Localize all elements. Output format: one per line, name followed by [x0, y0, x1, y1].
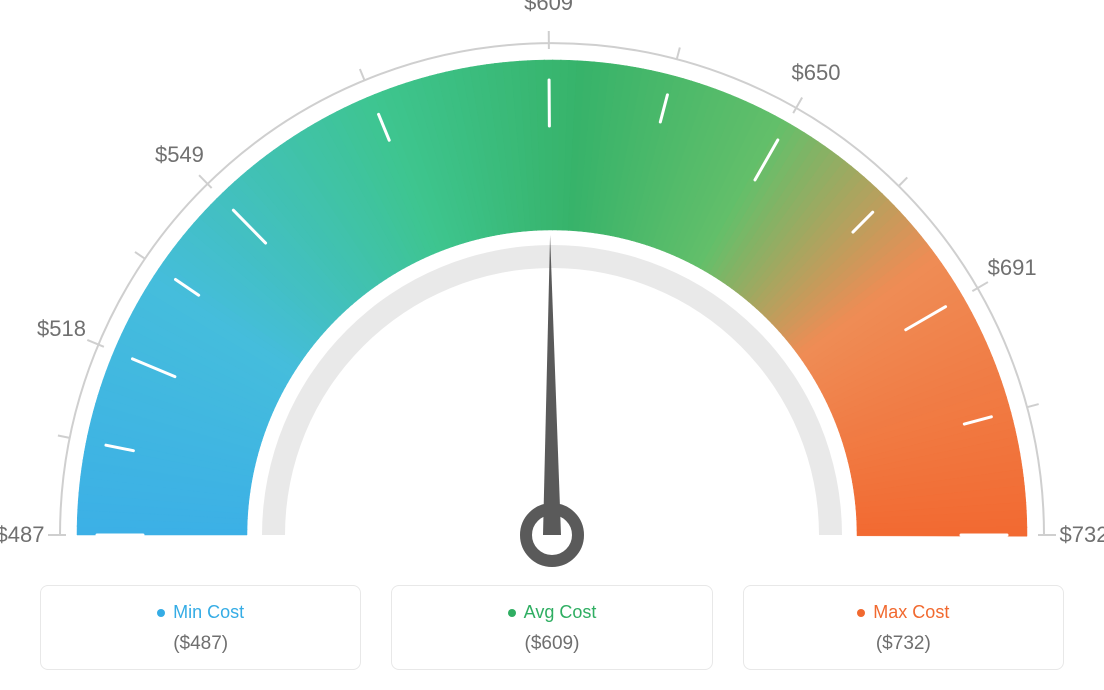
legend-card-avg: Avg Cost ($609) [391, 585, 712, 670]
gauge-tick-label: $487 [0, 522, 44, 548]
legend-label-min: Min Cost [157, 602, 244, 623]
legend-label-text: Min Cost [173, 602, 244, 623]
gauge-tick-label: $650 [792, 60, 841, 86]
legend-value-avg: ($609) [402, 633, 701, 655]
dot-icon [157, 609, 165, 617]
legend-card-max: Max Cost ($732) [743, 585, 1064, 670]
gauge-tick-label: $609 [524, 0, 573, 16]
gauge-svg [0, 0, 1104, 570]
legend-value-max: ($732) [754, 633, 1053, 655]
gauge-chart: $487 $518 $549 $609 $650 $691 $732 [0, 0, 1104, 570]
legend-card-min: Min Cost ($487) [40, 585, 361, 670]
gauge-tick-label: $549 [155, 142, 204, 168]
dot-icon [508, 609, 516, 617]
legend-row: Min Cost ($487) Avg Cost ($609) Max Cost… [40, 585, 1064, 670]
legend-label-text: Max Cost [873, 602, 949, 623]
dot-icon [857, 609, 865, 617]
legend-label-avg: Avg Cost [508, 602, 597, 623]
legend-value-min: ($487) [51, 633, 350, 655]
gauge-tick-label: $518 [37, 316, 86, 342]
gauge-container: $487 $518 $549 $609 $650 $691 $732 Min Cost ($… [0, 0, 1104, 690]
legend-label-text: Avg Cost [524, 602, 597, 623]
legend-label-max: Max Cost [857, 602, 949, 623]
gauge-tick-label: $732 [1060, 522, 1104, 548]
gauge-tick-label: $691 [988, 255, 1037, 281]
